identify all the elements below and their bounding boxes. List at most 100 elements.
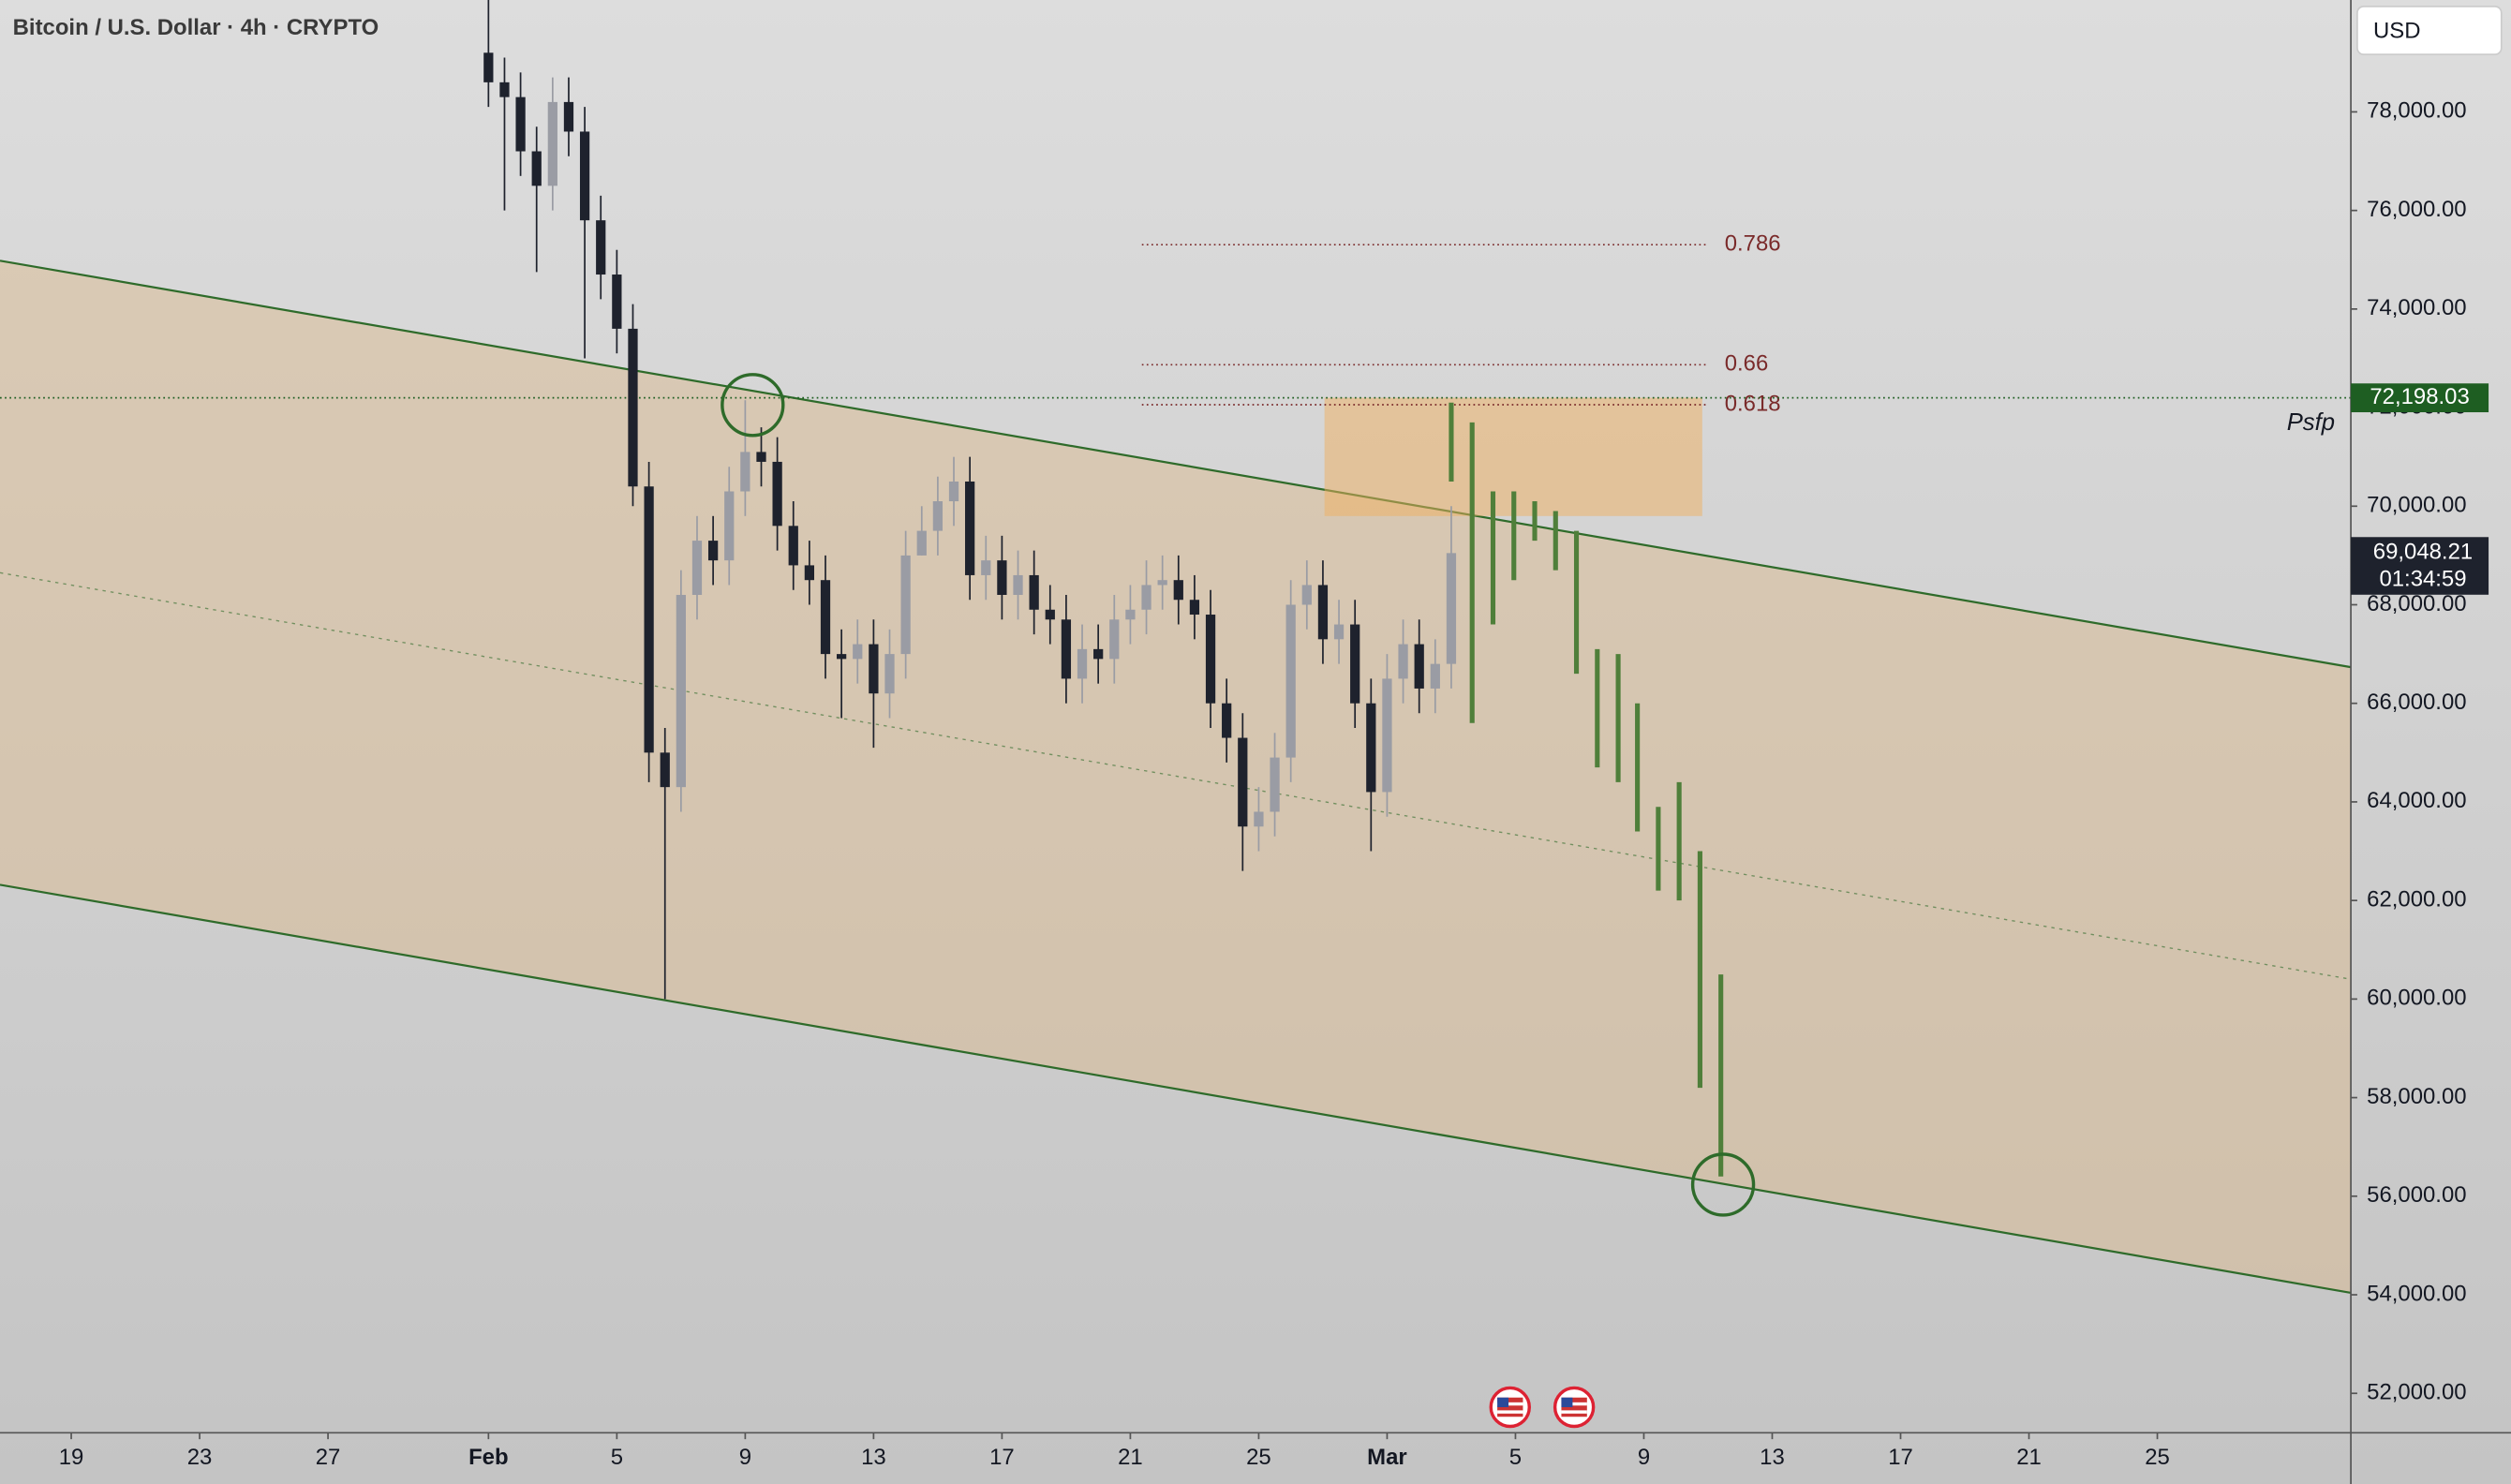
x-tick-label: 21 <box>1118 1445 1143 1470</box>
candle-body <box>1350 624 1360 704</box>
x-tick-label: 5 <box>611 1445 623 1470</box>
annotation-circle <box>721 373 785 438</box>
candle-body <box>837 654 847 660</box>
candle-body <box>1205 615 1216 704</box>
currency-button[interactable]: USD <box>2356 5 2503 55</box>
psfp-label: Psfp <box>2287 409 2335 436</box>
candle-body <box>853 644 863 660</box>
x-tick-label: 25 <box>1246 1445 1271 1470</box>
candle-body <box>1045 609 1055 620</box>
candle-body <box>660 752 670 788</box>
y-tick-label: 78,000.00 <box>2367 98 2466 124</box>
symbol-title: Bitcoin / U.S. Dollar · 4h · CRYPTO <box>13 15 379 40</box>
candle-body <box>756 452 766 462</box>
x-tick-label: 9 <box>1638 1445 1650 1470</box>
channel-lower <box>0 883 2352 1295</box>
x-tick-label: 25 <box>2145 1445 2170 1470</box>
y-tick-label: 54,000.00 <box>2367 1281 2466 1306</box>
candle-body <box>869 644 879 694</box>
candle-body <box>1222 703 1232 738</box>
candle-body <box>1285 604 1296 758</box>
candle-body <box>1189 600 1200 616</box>
candle-body <box>1077 648 1088 679</box>
candle-body <box>1333 624 1345 640</box>
candle-body <box>965 481 975 575</box>
channel-upper <box>0 260 2352 669</box>
event-flag[interactable] <box>1489 1386 1531 1429</box>
fib-label: 0.786 <box>1725 231 1781 257</box>
currency-label[interactable]: USD <box>2373 18 2420 43</box>
candle-body <box>547 101 557 186</box>
y-tick-label: 60,000.00 <box>2367 986 2466 1011</box>
y-tick-label: 68,000.00 <box>2367 591 2466 616</box>
candle-body <box>997 560 1007 595</box>
candle-body <box>740 452 750 492</box>
candle-body <box>499 82 510 97</box>
candle-body <box>483 52 494 82</box>
fib-label: 0.618 <box>1725 391 1781 416</box>
last-price-label: 69,048.21 <box>2373 540 2473 565</box>
annotation-circle <box>1690 1152 1756 1217</box>
candle-body <box>1270 757 1280 812</box>
candle-body <box>1125 609 1136 620</box>
y-tick-label: 66,000.00 <box>2367 690 2466 715</box>
candle-body <box>1382 678 1392 793</box>
x-tick-label: 9 <box>739 1445 751 1470</box>
x-tick-label: 23 <box>187 1445 213 1470</box>
candle-body <box>691 541 703 595</box>
candle-body <box>724 491 735 561</box>
channel-middle <box>0 571 2352 980</box>
candle-body <box>804 565 815 581</box>
candle-body <box>579 131 590 221</box>
candle-body <box>1061 619 1072 679</box>
candle-body <box>563 101 574 132</box>
y-tick-label: 56,000.00 <box>2367 1182 2466 1208</box>
x-tick-label: 17 <box>989 1445 1015 1470</box>
currency-button-bg[interactable] <box>2356 5 2503 55</box>
candle-body <box>1238 737 1248 827</box>
candle-body <box>1093 648 1104 660</box>
candle-body <box>884 654 895 694</box>
y-tick-label: 64,000.00 <box>2367 788 2466 813</box>
candle-body <box>916 530 927 556</box>
x-tick-label: 27 <box>316 1445 341 1470</box>
candle-body <box>676 594 686 788</box>
candle-body <box>1157 580 1167 586</box>
x-tick-label: 19 <box>59 1445 84 1470</box>
candle-body <box>820 580 831 655</box>
candle-body <box>628 328 638 487</box>
candle-body <box>531 151 542 186</box>
candle-body <box>1430 663 1440 689</box>
candle-body <box>900 555 911 655</box>
candle-body <box>1317 585 1329 640</box>
candle-body <box>1029 574 1039 610</box>
candle-body <box>1366 703 1376 793</box>
candle-body <box>1141 585 1151 610</box>
fib-label: 0.66 <box>1725 351 1769 377</box>
x-tick-label: Feb <box>468 1445 509 1470</box>
x-tick-label: 5 <box>1509 1445 1522 1470</box>
candle-body <box>515 96 526 152</box>
candle-body <box>772 461 782 527</box>
axes: 52,000.00 54,000.00 56,000.00 58,000.00 60,0… <box>59 98 2489 1470</box>
candle-body <box>932 501 943 531</box>
candle-body <box>644 486 654 753</box>
candle-body <box>948 481 959 502</box>
candle-body <box>612 275 622 329</box>
y-tick-label: 58,000.00 <box>2367 1084 2466 1109</box>
psfp-price-tag <box>2351 383 2489 413</box>
y-tick-label: 74,000.00 <box>2367 295 2466 320</box>
x-tick-label: 17 <box>1888 1445 1913 1470</box>
y-tick-label: 70,000.00 <box>2367 493 2466 518</box>
candle-body <box>1414 644 1424 689</box>
y-tick-label: 62,000.00 <box>2367 886 2466 912</box>
event-flag[interactable] <box>1553 1386 1596 1429</box>
candle-body <box>1301 585 1312 605</box>
y-tick-label: 52,000.00 <box>2367 1380 2466 1405</box>
event-flags[interactable] <box>1489 1386 1596 1429</box>
candle-body <box>981 560 991 575</box>
candle-body <box>596 220 606 275</box>
